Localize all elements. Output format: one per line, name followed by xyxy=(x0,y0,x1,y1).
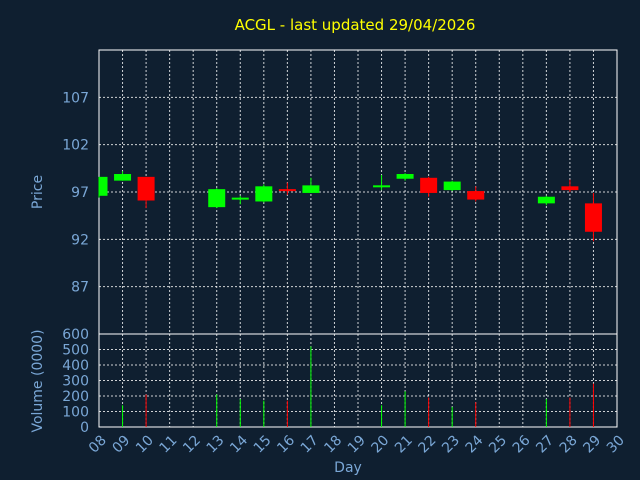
x-axis: 08 09 10 11 12 13 14 15 16 17 18 19 20 21 22 23 24 25 26 27… xyxy=(86,432,628,456)
x-tick-label: 14 xyxy=(227,432,251,456)
volume-tick-label: 500 xyxy=(62,343,89,359)
price-tick-label: 87 xyxy=(71,280,89,296)
x-tick-label: 16 xyxy=(274,432,298,456)
candle-body xyxy=(99,176,108,196)
x-tick-label: 19 xyxy=(345,433,369,457)
x-tick-label: 27 xyxy=(533,433,557,457)
candle-body xyxy=(302,185,320,193)
x-tick-label: 28 xyxy=(557,433,581,457)
x-tick-label: 20 xyxy=(368,433,392,457)
candle-body xyxy=(467,191,485,200)
candle-body xyxy=(255,186,273,202)
x-tick-label: 17 xyxy=(298,433,322,457)
candle-body xyxy=(231,197,249,200)
volume-tick-label: 100 xyxy=(62,405,89,421)
x-tick-label: 21 xyxy=(392,433,416,457)
x-tick-label: 22 xyxy=(416,433,440,457)
x-tick-label: 24 xyxy=(463,432,487,456)
candle-body xyxy=(584,203,602,232)
price-gridlines xyxy=(99,50,617,334)
candle-body xyxy=(561,186,579,191)
candle-body xyxy=(114,174,132,181)
x-tick-label: 18 xyxy=(321,433,345,457)
volume-tick-label: 200 xyxy=(62,389,89,405)
candles xyxy=(98,171,602,242)
volume-axis-label: Volume (0000) xyxy=(30,329,46,432)
price-tick-label: 97 xyxy=(71,185,89,201)
volume-tick-label: 300 xyxy=(62,374,89,390)
candle-body xyxy=(443,181,461,191)
x-tick-label: 29 xyxy=(580,433,604,457)
x-tick-label: 25 xyxy=(486,433,510,457)
volume-panel-frame xyxy=(98,333,618,428)
candle-body xyxy=(137,176,155,201)
price-tick-label: 107 xyxy=(62,90,89,106)
volume-gridlines xyxy=(99,334,617,427)
x-tick-label: 30 xyxy=(604,433,628,457)
candle-body xyxy=(537,196,555,204)
x-tick-label: 23 xyxy=(439,433,463,457)
volume-bars xyxy=(122,346,594,427)
price-tick-label: 102 xyxy=(62,138,89,154)
chart-title: ACGL - last updated 29/04/2026 xyxy=(235,16,476,34)
x-tick-label: 12 xyxy=(180,433,204,457)
volume-tick-label: 600 xyxy=(62,327,89,343)
x-tick-label: 13 xyxy=(204,433,228,457)
x-tick-label: 15 xyxy=(251,433,275,457)
volume-tick-label: 0 xyxy=(80,420,89,436)
candle-body xyxy=(420,177,438,193)
x-axis-label: Day xyxy=(334,460,362,476)
x-tick-label: 09 xyxy=(109,433,133,457)
price-tick-label: 92 xyxy=(71,232,89,248)
x-tick-label: 10 xyxy=(133,433,157,457)
x-tick-label: 11 xyxy=(157,433,181,457)
x-tick-label: 08 xyxy=(86,433,110,457)
price-axis-label: Price xyxy=(30,175,46,209)
x-tick-label: 26 xyxy=(510,432,534,456)
volume-tick-label: 400 xyxy=(62,358,89,374)
price-y-axis: 87 92 97 102 107 xyxy=(62,90,89,295)
candle-body xyxy=(373,185,391,188)
candle-body xyxy=(278,189,296,192)
candle-body xyxy=(396,174,414,179)
candle-body xyxy=(208,189,226,208)
